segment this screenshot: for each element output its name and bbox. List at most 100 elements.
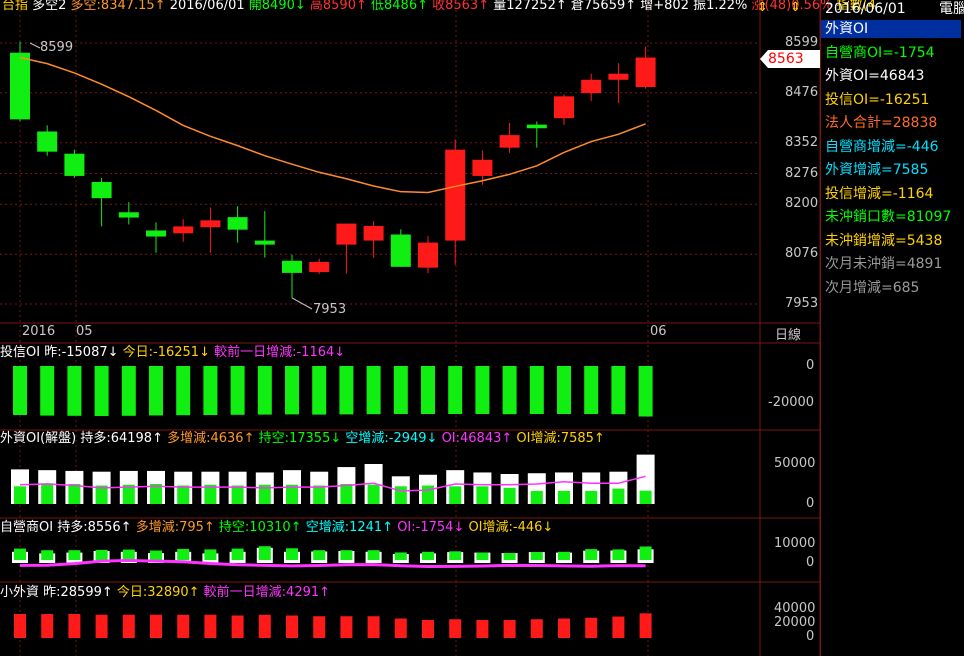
sidebar-item-10[interactable]: 次月未沖銷=4891: [825, 256, 943, 272]
sidebar-item-11[interactable]: 次月增減=685: [825, 279, 920, 296]
candle-body[interactable]: [282, 260, 302, 273]
panel1-bar[interactable]: [638, 366, 653, 417]
sidebar-item-7[interactable]: 投信增減=-1164: [825, 185, 934, 202]
sidebar-item-1[interactable]: 自營商OI=-1754: [825, 44, 935, 61]
panel4-bar[interactable]: [95, 614, 108, 638]
panel2-short-bar[interactable]: [585, 490, 598, 504]
panel3-short-bar[interactable]: [558, 551, 570, 560]
panel2-short-bar[interactable]: [231, 485, 244, 504]
panel2-short-bar[interactable]: [422, 485, 434, 504]
panel4-bar[interactable]: [313, 616, 326, 638]
panel1-bar[interactable]: [502, 366, 517, 415]
candle-body[interactable]: [390, 234, 411, 267]
candle-body[interactable]: [64, 153, 85, 176]
panel2-short-bar[interactable]: [150, 484, 162, 504]
panel4-bar[interactable]: [150, 614, 162, 638]
panel3-short-bar[interactable]: [449, 551, 462, 560]
panel1-bar[interactable]: [339, 366, 354, 415]
panel3-short-bar[interactable]: [204, 549, 217, 560]
panel1-bar[interactable]: [448, 366, 463, 414]
panel1-bar[interactable]: [285, 366, 299, 415]
panel2-short-bar[interactable]: [449, 486, 462, 504]
panel2-short-bar[interactable]: [14, 486, 26, 504]
panel1-bar[interactable]: [176, 366, 191, 416]
panel4-bar[interactable]: [340, 616, 353, 638]
panel4-bar[interactable]: [258, 614, 271, 638]
panel3-short-bar[interactable]: [41, 550, 54, 560]
panel1-bar[interactable]: [557, 366, 571, 414]
panel3-short-bar[interactable]: [68, 550, 81, 560]
panel3-short-bar[interactable]: [95, 549, 108, 560]
sidebar-item-6[interactable]: 外資增減=7585: [825, 162, 929, 178]
candle-body[interactable]: [526, 124, 547, 129]
candle-body[interactable]: [445, 149, 466, 241]
candle-body[interactable]: [10, 52, 30, 120]
candle-body[interactable]: [581, 79, 602, 94]
panel4-bar[interactable]: [558, 618, 570, 639]
period-label[interactable]: 日線: [775, 328, 802, 343]
candle-body[interactable]: [91, 181, 112, 199]
panel4-bar[interactable]: [41, 614, 54, 638]
panel1-bar[interactable]: [611, 366, 626, 415]
panel3-short-bar[interactable]: [313, 550, 326, 560]
panel2-short-bar[interactable]: [558, 490, 570, 504]
panel4-bar[interactable]: [367, 616, 380, 638]
panel1-bar[interactable]: [40, 366, 55, 416]
panel4-bar[interactable]: [14, 614, 26, 638]
candle-body[interactable]: [554, 96, 574, 119]
panel4-bar[interactable]: [503, 620, 516, 638]
candle-body[interactable]: [146, 230, 166, 237]
panel2-short-bar[interactable]: [367, 484, 380, 504]
panel3-short-bar[interactable]: [639, 546, 652, 560]
panel2-short-bar[interactable]: [313, 485, 326, 504]
candle-body[interactable]: [309, 261, 330, 273]
panel2-short-bar[interactable]: [286, 484, 298, 504]
panel2-short-bar[interactable]: [122, 484, 135, 504]
panel3-short-bar[interactable]: [122, 549, 135, 560]
candle-body[interactable]: [499, 135, 520, 148]
panel2-short-bar[interactable]: [639, 490, 652, 504]
sidebar-item-2[interactable]: 外資OI=46843: [825, 68, 925, 84]
panel1-bar[interactable]: [584, 366, 599, 414]
candle-body[interactable]: [635, 57, 656, 88]
panel3-short-bar[interactable]: [367, 550, 380, 560]
panel1-bar[interactable]: [149, 366, 163, 416]
sidebar-item-5[interactable]: 自營商增減=-446: [825, 138, 939, 155]
candle-body[interactable]: [37, 131, 58, 152]
candle-body[interactable]: [363, 226, 384, 241]
panel4-bar[interactable]: [286, 615, 298, 639]
sidebar-item-8[interactable]: 未沖銷口數=81097: [825, 209, 952, 225]
panel4-bar[interactable]: [68, 614, 81, 638]
sidebar-item-4[interactable]: 法人合計=28838: [825, 115, 938, 131]
scroll-down-icon[interactable]: ⇕: [790, 0, 801, 15]
panel2-short-bar[interactable]: [41, 483, 54, 504]
panel4-bar[interactable]: [449, 619, 462, 638]
panel2-short-bar[interactable]: [68, 484, 81, 504]
panel2-short-bar[interactable]: [612, 488, 625, 504]
panel3-short-bar[interactable]: [231, 548, 244, 560]
candle-body[interactable]: [254, 240, 275, 245]
panel4-bar[interactable]: [476, 620, 489, 638]
panel4-bar[interactable]: [122, 614, 135, 638]
candle-body[interactable]: [118, 212, 139, 218]
panel4-bar[interactable]: [530, 619, 543, 638]
panel1-bar[interactable]: [121, 366, 136, 416]
panel1-bar[interactable]: [421, 366, 435, 414]
sidebar-item-9[interactable]: 未沖銷增減=5438: [825, 232, 943, 249]
panel3-short-bar[interactable]: [150, 550, 162, 560]
panel1-bar[interactable]: [230, 366, 245, 415]
scroll-up-icon[interactable]: ⇕: [757, 0, 768, 15]
panel3-short-bar[interactable]: [476, 552, 489, 560]
panel3-short-bar[interactable]: [585, 549, 598, 560]
panel3-short-bar[interactable]: [340, 550, 353, 560]
candle-body[interactable]: [173, 226, 194, 234]
panel3-short-bar[interactable]: [422, 551, 434, 560]
panel1-bar[interactable]: [257, 366, 272, 415]
candle-body[interactable]: [200, 220, 221, 228]
panel1-bar[interactable]: [67, 366, 82, 416]
panel2-short-bar[interactable]: [95, 485, 108, 504]
panel1-bar[interactable]: [203, 366, 218, 415]
panel1-bar[interactable]: [94, 366, 109, 416]
panel1-bar[interactable]: [366, 366, 381, 415]
